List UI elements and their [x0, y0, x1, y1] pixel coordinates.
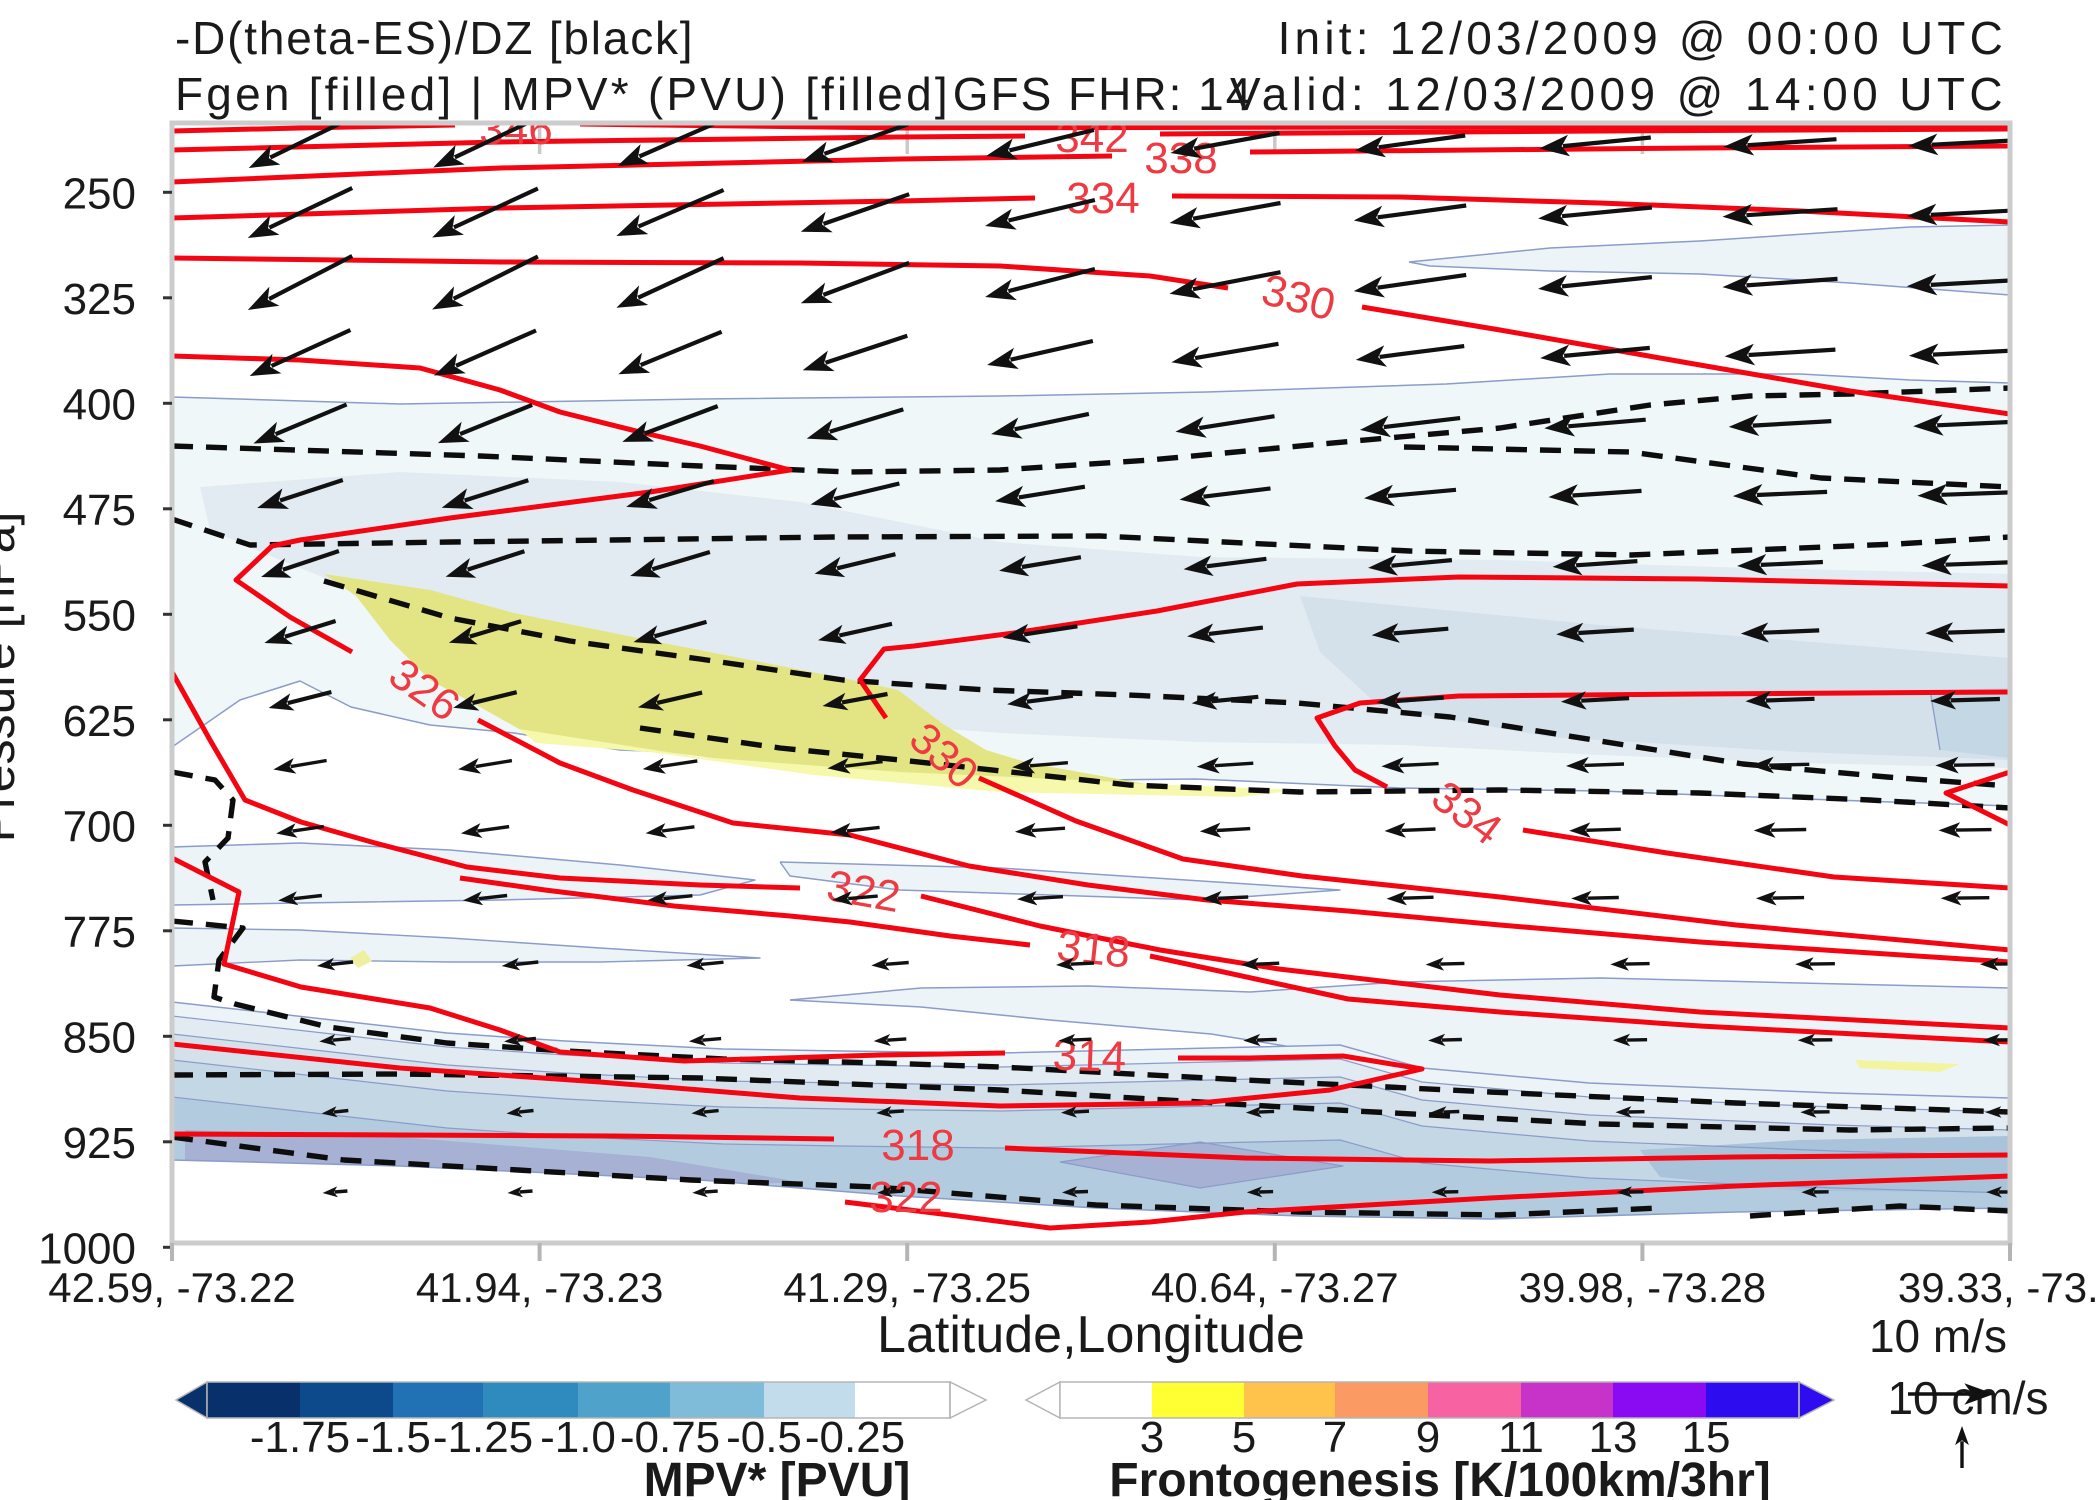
- svg-text:318: 318: [1054, 921, 1132, 977]
- svg-text:42.59, -73.22: 42.59, -73.22: [48, 1264, 296, 1311]
- svg-text:Init: 12/03/2009 @ 00:00 UTC: Init: 12/03/2009 @ 00:00 UTC: [1278, 12, 2007, 64]
- svg-text:41.94, -73.23: 41.94, -73.23: [416, 1264, 664, 1311]
- svg-text:39.33, -73.3: 39.33, -73.3: [1898, 1264, 2100, 1311]
- svg-text:325: 325: [63, 275, 136, 324]
- svg-text:-0.25: -0.25: [805, 1413, 905, 1462]
- svg-text:Pressure [hPa]: Pressure [hPa]: [0, 512, 25, 843]
- svg-text:39.98, -73.28: 39.98, -73.28: [1519, 1264, 1767, 1311]
- svg-text:10 m/s: 10 m/s: [1869, 1310, 2007, 1362]
- svg-text:-1.75: -1.75: [250, 1413, 350, 1462]
- svg-text:5: 5: [1232, 1413, 1256, 1462]
- svg-text:-0.5: -0.5: [726, 1413, 802, 1462]
- svg-text:322: 322: [869, 1173, 942, 1222]
- svg-text:9: 9: [1416, 1413, 1440, 1462]
- svg-text:-1.0: -1.0: [540, 1413, 616, 1462]
- svg-text:-1.25: -1.25: [433, 1413, 533, 1462]
- svg-text:Frontogenesis [K/100km/3hr]: Frontogenesis [K/100km/3hr]: [1109, 1454, 1771, 1500]
- svg-text:13: 13: [1589, 1413, 1638, 1462]
- svg-text:1000: 1000: [38, 1224, 136, 1273]
- svg-text:Fgen [filled] | MPV* (PVU) [fi: Fgen [filled] | MPV* (PVU) [filled]: [175, 68, 951, 120]
- svg-text:550: 550: [63, 591, 136, 640]
- svg-text:-1.5: -1.5: [355, 1413, 431, 1462]
- svg-text:625: 625: [63, 697, 136, 746]
- svg-text:7: 7: [1323, 1413, 1347, 1462]
- svg-text:3: 3: [1140, 1413, 1164, 1462]
- svg-text:-0.75: -0.75: [620, 1413, 720, 1462]
- svg-text:700: 700: [63, 802, 136, 851]
- svg-text:Valid: 12/03/2009 @ 14:00 UTC: Valid: 12/03/2009 @ 14:00 UTC: [1230, 68, 2007, 120]
- svg-text:11: 11: [1498, 1413, 1544, 1462]
- svg-text:MPV* [PVU]: MPV* [PVU]: [644, 1454, 911, 1500]
- svg-text:10 cm/s: 10 cm/s: [1887, 1372, 2048, 1424]
- svg-text:-D(theta-ES)/DZ [black]: -D(theta-ES)/DZ [black]: [175, 12, 694, 64]
- svg-text:925: 925: [63, 1119, 136, 1168]
- svg-text:41.29, -73.25: 41.29, -73.25: [783, 1264, 1031, 1311]
- svg-text:250: 250: [63, 169, 136, 218]
- svg-text:GFS FHR: 14: GFS FHR: 14: [953, 68, 1254, 120]
- svg-text:338: 338: [1144, 134, 1217, 183]
- svg-text:40.64, -73.27: 40.64, -73.27: [1151, 1264, 1399, 1311]
- svg-text:850: 850: [63, 1013, 136, 1062]
- svg-text:15: 15: [1682, 1413, 1731, 1462]
- svg-text:775: 775: [63, 908, 136, 957]
- svg-text:334: 334: [1066, 174, 1139, 223]
- svg-text:475: 475: [63, 486, 136, 535]
- svg-text:Latitude,Longitude: Latitude,Longitude: [877, 1306, 1305, 1364]
- svg-text:400: 400: [63, 380, 136, 429]
- svg-text:318: 318: [881, 1121, 954, 1170]
